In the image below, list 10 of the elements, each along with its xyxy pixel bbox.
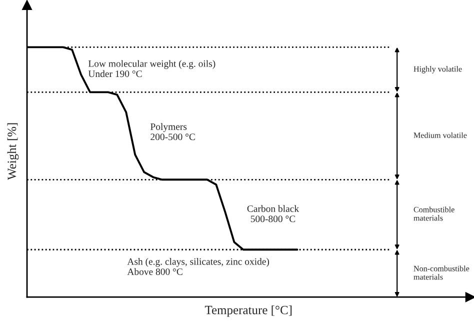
annotation: Ash (e.g. clays, silicates, zinc oxide) Above 800 °C [127,258,270,276]
annotation: Polymers 200-500 °C [150,123,195,140]
text: Highly volatile [414,66,462,74]
x-axis-title: Temperature [°C] [204,305,292,317]
annotation: Carbon black 500-800 °C [247,205,300,222]
y-axis-title: Weight [%] [7,123,19,180]
text: Non-combustible materials [414,266,470,280]
annotation: Low molecular weight (e.g. oils) Under 190 °C [88,60,216,78]
text: Medium volatile [414,132,467,138]
text: Combustible materials [414,206,454,221]
